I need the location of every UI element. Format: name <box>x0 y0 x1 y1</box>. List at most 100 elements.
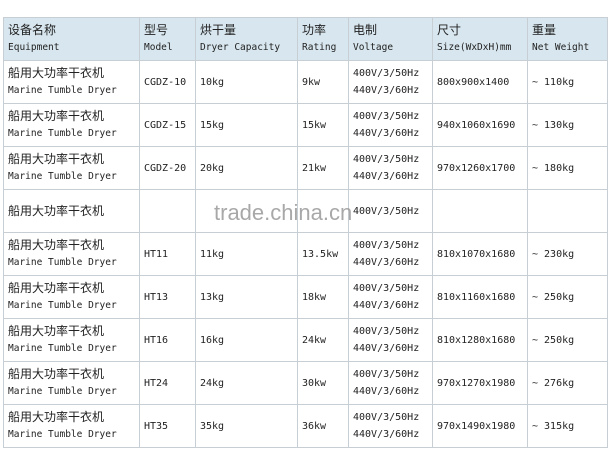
header-en: Size(WxDxH)mm <box>437 42 512 53</box>
capacity-cell: 24kg <box>195 361 298 405</box>
voltage-1: 400V/3/50Hz <box>353 369 420 380</box>
header-zh: 尺寸 <box>437 23 462 37</box>
equipment-en: Marine Tumble Dryer <box>8 300 117 311</box>
voltage-1: 400V/3/50Hz <box>353 412 420 423</box>
voltage-2: 440V/3/60Hz <box>353 171 420 182</box>
header-zh: 电制 <box>353 23 378 37</box>
size-cell: 970x1260x1700 <box>432 146 528 190</box>
header-zh: 重量 <box>532 23 557 37</box>
rating-cell: 9kw <box>297 60 349 104</box>
header-en: Rating <box>302 42 337 53</box>
model: HT11 <box>144 248 169 260</box>
model-cell: CGDZ-10 <box>139 60 196 104</box>
voltage-1: 400V/3/50Hz <box>353 111 420 122</box>
voltage-cell: 400V/3/50Hz 440V/3/60Hz <box>348 275 433 319</box>
voltage-2: 440V/3/60Hz <box>353 429 420 440</box>
size: 970x1260x1700 <box>437 162 516 174</box>
equipment-cell: 船用大功率干衣机 Marine Tumble Dryer <box>3 60 140 104</box>
voltage-cell: 400V/3/50Hz 440V/3/60Hz <box>348 232 433 276</box>
size-cell: 810x1280x1680 <box>432 318 528 362</box>
weight-cell: ~ 180kg <box>527 146 608 190</box>
spec-table: 设备名称 Equipment 型号 Model 烘干量 Dryer Capacity 功率 R… <box>3 17 608 448</box>
size-cell: 970x1270x1980 <box>432 361 528 405</box>
model-cell: HT24 <box>139 361 196 405</box>
equipment-zh: 船用大功率干衣机 <box>8 324 105 338</box>
rating-cell: 30kw <box>297 361 349 405</box>
voltage-cell: 400V/3/50Hz 440V/3/60Hz <box>348 60 433 104</box>
equipment-en: Marine Tumble Dryer <box>8 386 117 397</box>
weight: ~ 180kg <box>532 162 575 174</box>
weight: ~ 315kg <box>532 420 575 432</box>
voltage-2: 440V/3/60Hz <box>353 300 420 311</box>
weight-cell: ~ 130kg <box>527 103 608 147</box>
header-en: Model <box>144 42 173 53</box>
weight: ~ 230kg <box>532 248 575 260</box>
column-header: 电制 Voltage <box>348 17 433 61</box>
equipment-zh: 船用大功率干衣机 <box>8 152 105 166</box>
header-row: 设备名称 Equipment 型号 Model 烘干量 Dryer Capacity 功率 R… <box>3 17 608 61</box>
rating: 18kw <box>302 291 327 303</box>
voltage-2: 440V/3/60Hz <box>353 257 420 268</box>
rating: 30kw <box>302 377 327 389</box>
capacity-cell: 35kg <box>195 404 298 448</box>
table-row: 船用大功率干衣机 Marine Tumble Dryer CGDZ-20 20kg 21… <box>3 146 608 190</box>
weight-cell: ~ 250kg <box>527 318 608 362</box>
header-en: Net Weight <box>532 42 590 53</box>
model-cell: CGDZ-20 <box>139 146 196 190</box>
voltage-1: 400V/3/50Hz <box>353 326 420 337</box>
header-zh: 功率 <box>302 23 327 37</box>
capacity-cell <box>195 189 298 233</box>
model-cell: HT16 <box>139 318 196 362</box>
column-header: 设备名称 Equipment <box>3 17 140 61</box>
model-cell <box>139 189 196 233</box>
equipment-zh: 船用大功率干衣机 <box>8 238 105 252</box>
size: 940x1060x1690 <box>437 119 516 131</box>
equipment-cell: 船用大功率干衣机 Marine Tumble Dryer <box>3 232 140 276</box>
weight-cell: ~ 230kg <box>527 232 608 276</box>
voltage-1: 400V/3/50Hz <box>353 205 420 217</box>
weight: ~ 250kg <box>532 334 575 346</box>
capacity-cell: 11kg <box>195 232 298 276</box>
table-row: 船用大功率干衣机 Marine Tumble Dryer HT16 16kg 24kw 4… <box>3 318 608 362</box>
equipment-cell: 船用大功率干衣机 Marine Tumble Dryer <box>3 275 140 319</box>
weight-cell: ~ 276kg <box>527 361 608 405</box>
rating-cell: 13.5kw <box>297 232 349 276</box>
model: HT24 <box>144 377 169 389</box>
header-zh: 烘干量 <box>200 23 237 37</box>
capacity: 20kg <box>200 162 225 174</box>
rating: 24kw <box>302 334 327 346</box>
size: 970x1490x1980 <box>437 420 516 432</box>
equipment-en: Marine Tumble Dryer <box>8 128 117 139</box>
model: CGDZ-15 <box>144 119 187 131</box>
equipment-cell: 船用大功率干衣机 Marine Tumble Dryer <box>3 146 140 190</box>
capacity: 16kg <box>200 334 225 346</box>
size-cell: 810x1070x1680 <box>432 232 528 276</box>
table-row: 船用大功率干衣机 Marine Tumble Dryer HT13 13kg 18kw 4… <box>3 275 608 319</box>
weight: ~ 130kg <box>532 119 575 131</box>
model-cell: CGDZ-15 <box>139 103 196 147</box>
capacity-cell: 10kg <box>195 60 298 104</box>
rating-cell: 24kw <box>297 318 349 362</box>
model-cell: HT11 <box>139 232 196 276</box>
table-row: 船用大功率干衣机 Marine Tumble Dryer HT11 11kg 13.5k… <box>3 232 608 276</box>
capacity: 35kg <box>200 420 225 432</box>
capacity: 15kg <box>200 119 225 131</box>
model: HT13 <box>144 291 169 303</box>
header-en: Equipment <box>8 42 60 53</box>
voltage-2: 440V/3/60Hz <box>353 85 420 96</box>
column-header: 功率 Rating <box>297 17 349 61</box>
equipment-en: Marine Tumble Dryer <box>8 257 117 268</box>
equipment-en: Marine Tumble Dryer <box>8 429 117 440</box>
table-row: 船用大功率干衣机 Marine Tumble Dryer HT35 35kg 36kw 4… <box>3 404 608 448</box>
voltage-2: 440V/3/60Hz <box>353 386 420 397</box>
equipment-zh: 船用大功率干衣机 <box>8 367 105 381</box>
voltage-cell: 400V/3/50Hz 440V/3/60Hz <box>348 103 433 147</box>
size-cell: 940x1060x1690 <box>432 103 528 147</box>
column-header: 型号 Model <box>139 17 196 61</box>
model-cell: HT13 <box>139 275 196 319</box>
voltage-cell: 400V/3/50Hz 440V/3/60Hz <box>348 404 433 448</box>
column-header: 尺寸 Size(WxDxH)mm <box>432 17 528 61</box>
equipment-zh: 船用大功率干衣机 <box>8 66 105 80</box>
size: 800x900x1400 <box>437 76 510 88</box>
weight-cell: ~ 110kg <box>527 60 608 104</box>
